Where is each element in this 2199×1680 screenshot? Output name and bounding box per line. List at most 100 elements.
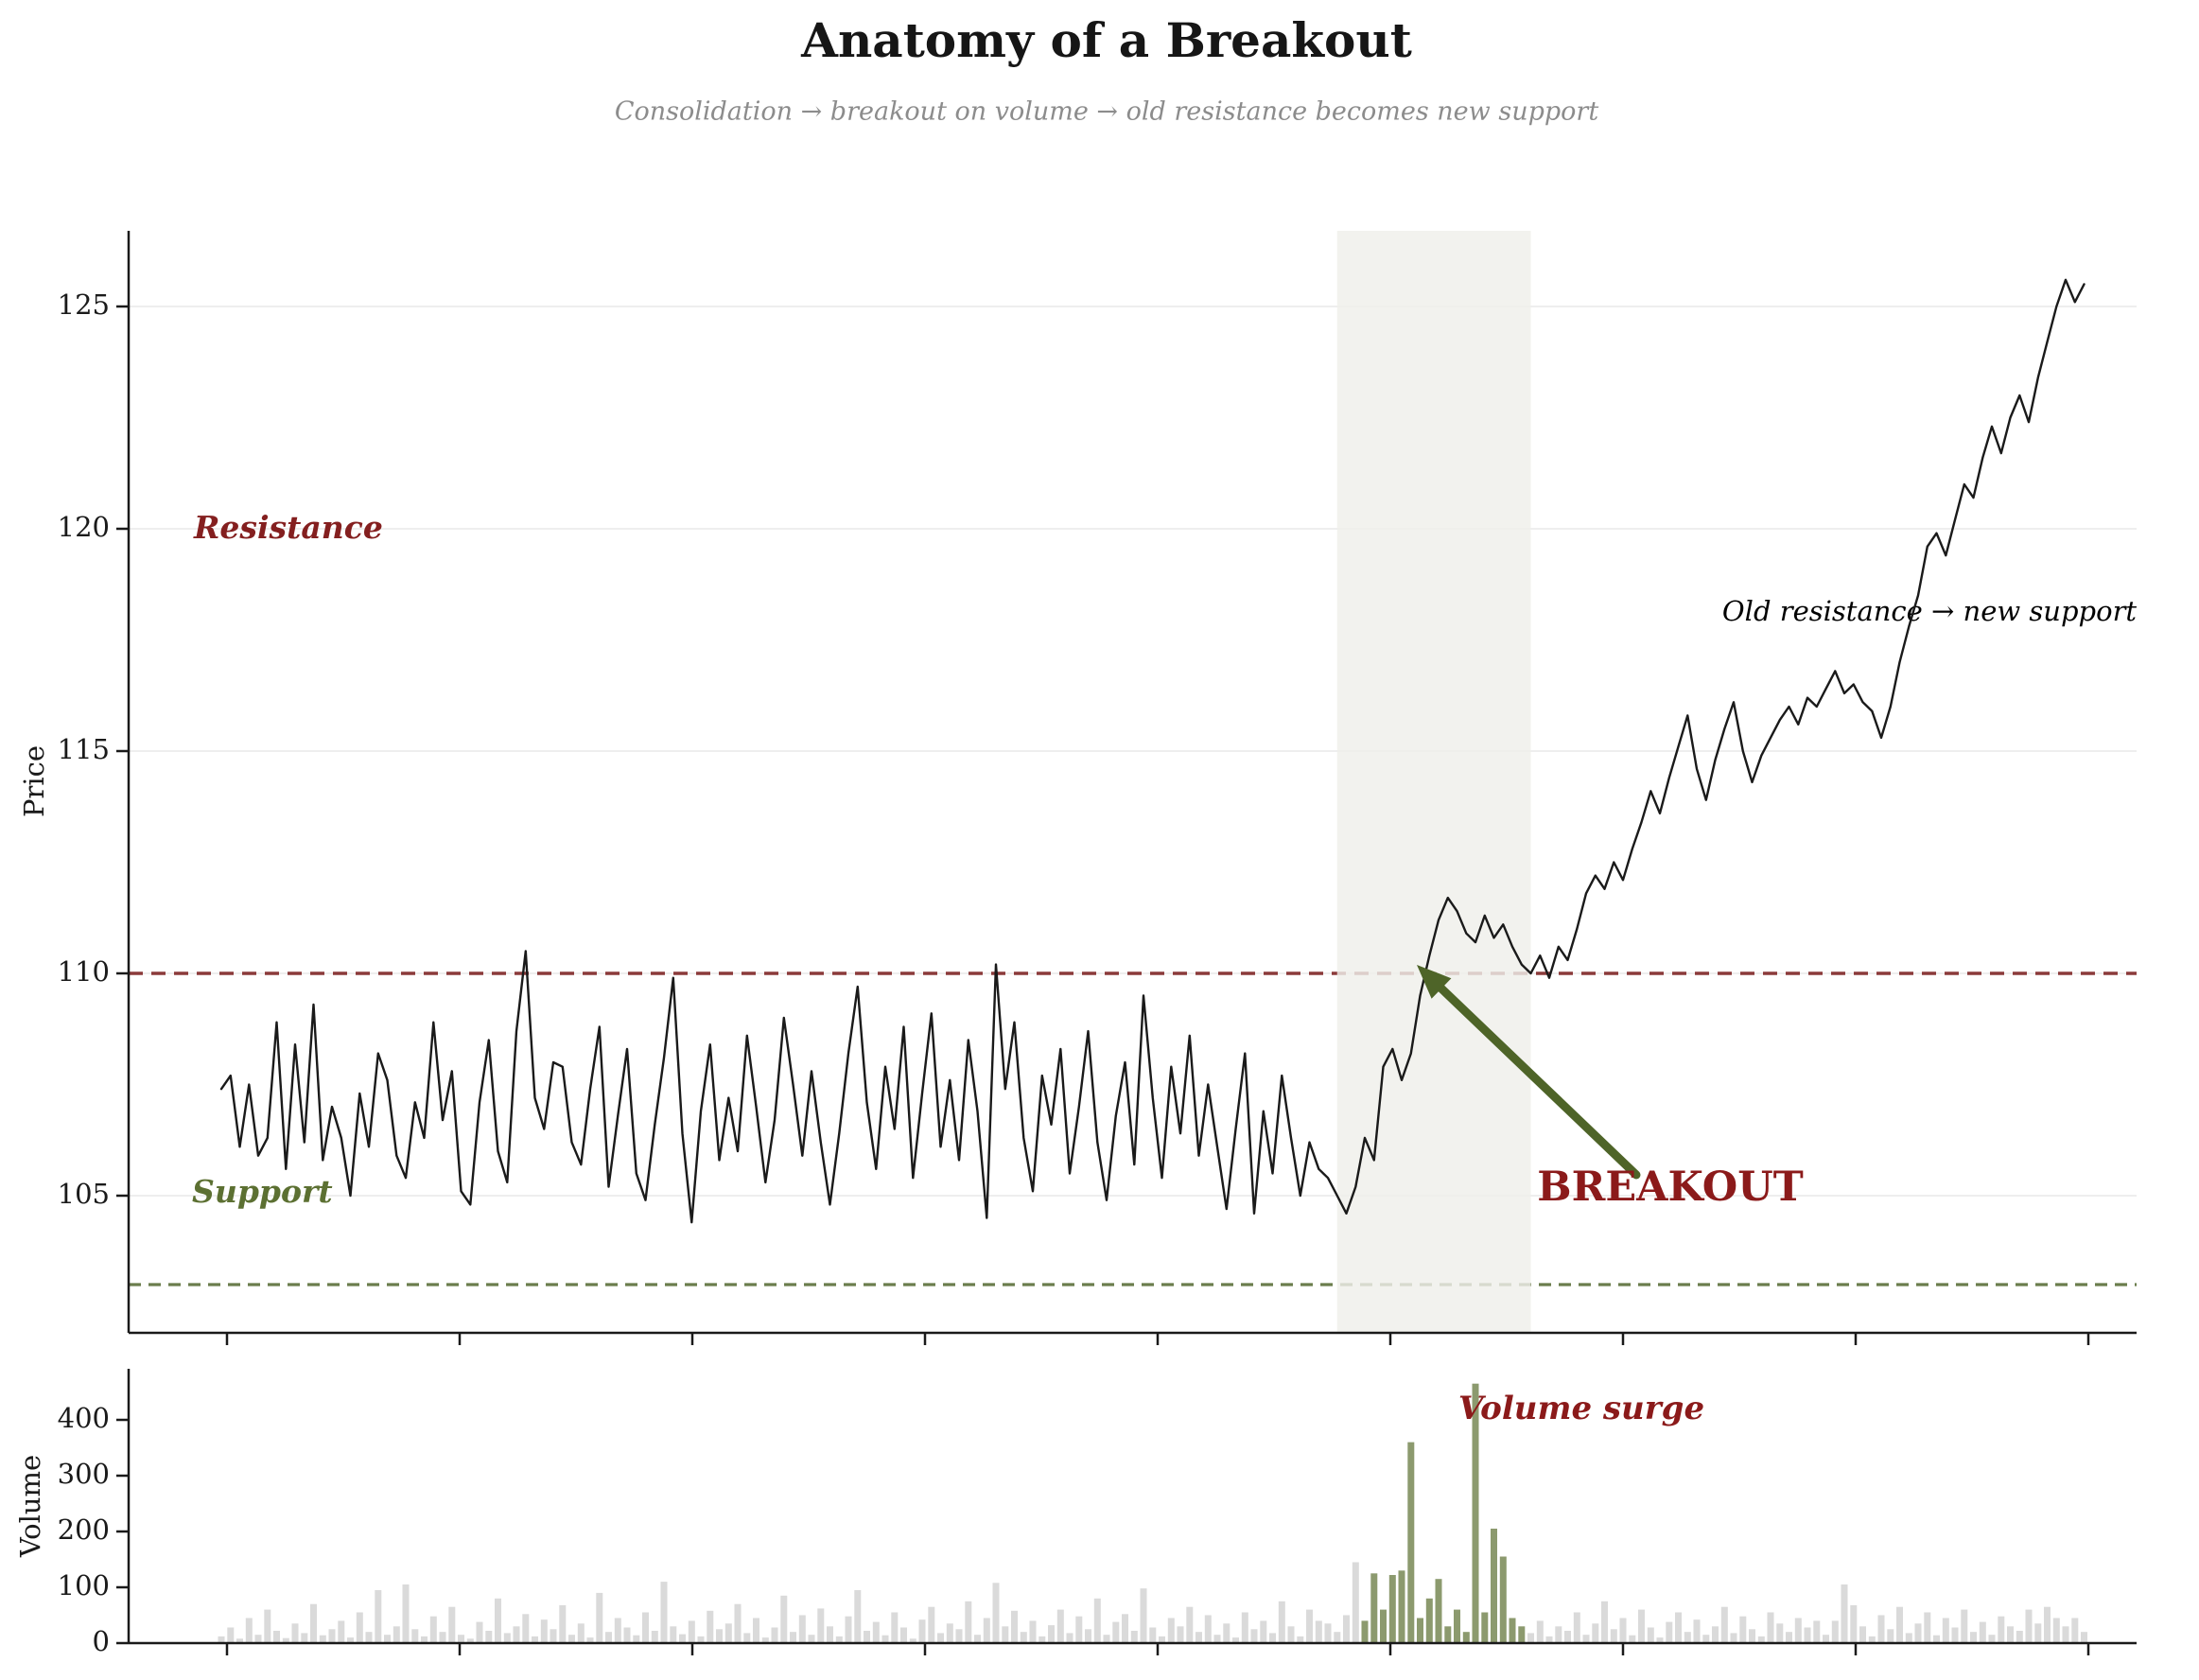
volume-bar: [753, 1618, 759, 1643]
volume-bar: [1112, 1621, 1120, 1643]
price-ytick-label: 125: [58, 289, 110, 321]
volume-bar: [928, 1606, 935, 1643]
volume-bar: [697, 1636, 705, 1643]
volume-bar: [724, 1623, 732, 1643]
volume-bar: [1970, 1632, 1977, 1643]
volume-bar: [1647, 1627, 1654, 1643]
volume-bar: [1352, 1562, 1359, 1643]
volume-bar: [1048, 1625, 1055, 1643]
price-ytick-label: 120: [58, 511, 110, 543]
volume-bar: [1794, 1618, 1802, 1643]
volume-bar: [1103, 1635, 1110, 1643]
volume-bar: [872, 1621, 880, 1643]
volume-bar: [1638, 1609, 1645, 1643]
volume-bar: [365, 1632, 373, 1643]
volume-bar: [1877, 1615, 1885, 1643]
price-line: [219, 278, 2086, 1224]
volume-bar: [310, 1603, 317, 1643]
volume-bar: [291, 1623, 299, 1643]
volume-bar: [1223, 1623, 1230, 1643]
volume-bar: [1868, 1636, 1876, 1643]
volume-axis-label: Volume: [14, 1455, 46, 1558]
volume-bar: [1029, 1620, 1037, 1643]
volume-bar: [559, 1604, 567, 1643]
volume-bar: [1841, 1584, 1848, 1643]
volume-bar: [1582, 1635, 1590, 1643]
volume-bar: [485, 1631, 493, 1643]
volume-bar: [2025, 1609, 2033, 1643]
breakout-arrow-shaft: [1437, 984, 1641, 1180]
volume-bar: [835, 1636, 843, 1643]
volume-surge-bar: [1388, 1575, 1396, 1643]
price-ytick-label: 110: [58, 955, 110, 988]
volume-bar: [568, 1635, 575, 1643]
volume-bars-layer: [218, 1383, 2087, 1644]
volume-bar: [1804, 1627, 1811, 1643]
volume-bar: [273, 1631, 280, 1643]
volume-bar: [1887, 1629, 1894, 1644]
volume-bar: [1195, 1632, 1202, 1643]
volume-bar: [577, 1623, 585, 1643]
volume-bar: [1601, 1601, 1608, 1644]
volume-bar: [2016, 1631, 2023, 1643]
volume-bar: [642, 1612, 649, 1643]
volume-bar: [1075, 1616, 1083, 1643]
volume-surge-bar: [1462, 1632, 1470, 1643]
volume-bar: [448, 1606, 456, 1643]
volume-surge-bar: [1499, 1556, 1507, 1643]
volume-bar: [1527, 1633, 1534, 1643]
volume-bar: [1942, 1618, 1949, 1643]
volume-surge-bar: [1491, 1529, 1497, 1643]
volume-ytick-label: 0: [93, 1625, 110, 1657]
volume-bar: [992, 1583, 1000, 1643]
volume-bar: [1859, 1626, 1866, 1643]
volume-bar: [790, 1632, 796, 1643]
volume-surge-bar: [1417, 1618, 1423, 1643]
volume-bar: [918, 1619, 926, 1643]
volume-bar: [375, 1590, 382, 1643]
volume-surge-bar: [1444, 1626, 1452, 1643]
volume-bar: [761, 1637, 769, 1643]
volume-bar: [1933, 1635, 1940, 1643]
volume-ytick-label: 100: [58, 1569, 110, 1601]
volume-bar: [1011, 1610, 1018, 1643]
volume-bar: [1831, 1620, 1839, 1643]
volume-bar: [688, 1620, 695, 1643]
volume-bar: [1998, 1616, 2005, 1643]
breakout-label: BREAKOUT: [1537, 1164, 1803, 1211]
volume-ytick-label: 400: [58, 1402, 110, 1434]
volume-bar: [476, 1621, 483, 1643]
volume-bar: [955, 1629, 963, 1644]
volume-bar: [1297, 1636, 1304, 1643]
volume-bar: [218, 1636, 225, 1643]
volume-bar: [1749, 1629, 1755, 1644]
volume-bar: [2062, 1626, 2069, 1643]
volume-bar: [891, 1612, 899, 1643]
volume-bar: [2044, 1606, 2051, 1643]
volume-bar: [974, 1635, 981, 1643]
volume-bar: [983, 1618, 990, 1643]
volume-bar: [2081, 1632, 2087, 1643]
volume-bar: [623, 1627, 631, 1643]
volume-bar: [513, 1626, 520, 1643]
volume-surge-bar: [1509, 1618, 1516, 1643]
volume-bar: [356, 1612, 363, 1643]
volume-bar: [1056, 1609, 1064, 1643]
volume-bar: [651, 1631, 658, 1643]
price-line-layer: [219, 278, 2086, 1224]
price-axis-label: Price: [18, 745, 50, 817]
volume-bar: [1241, 1612, 1248, 1643]
volume-bar: [586, 1637, 594, 1643]
volume-bar: [864, 1631, 870, 1643]
volume-bar: [264, 1609, 271, 1643]
volume-surge-bar: [1407, 1442, 1415, 1643]
volume-bar: [1177, 1626, 1184, 1643]
volume-bar: [1914, 1623, 1922, 1643]
volume-bar: [734, 1603, 742, 1643]
volume-bar: [1334, 1632, 1341, 1643]
volume-bar: [1786, 1632, 1792, 1643]
volume-bar: [614, 1618, 621, 1643]
volume-bar: [1905, 1633, 1912, 1643]
volume-bar: [1093, 1598, 1101, 1643]
